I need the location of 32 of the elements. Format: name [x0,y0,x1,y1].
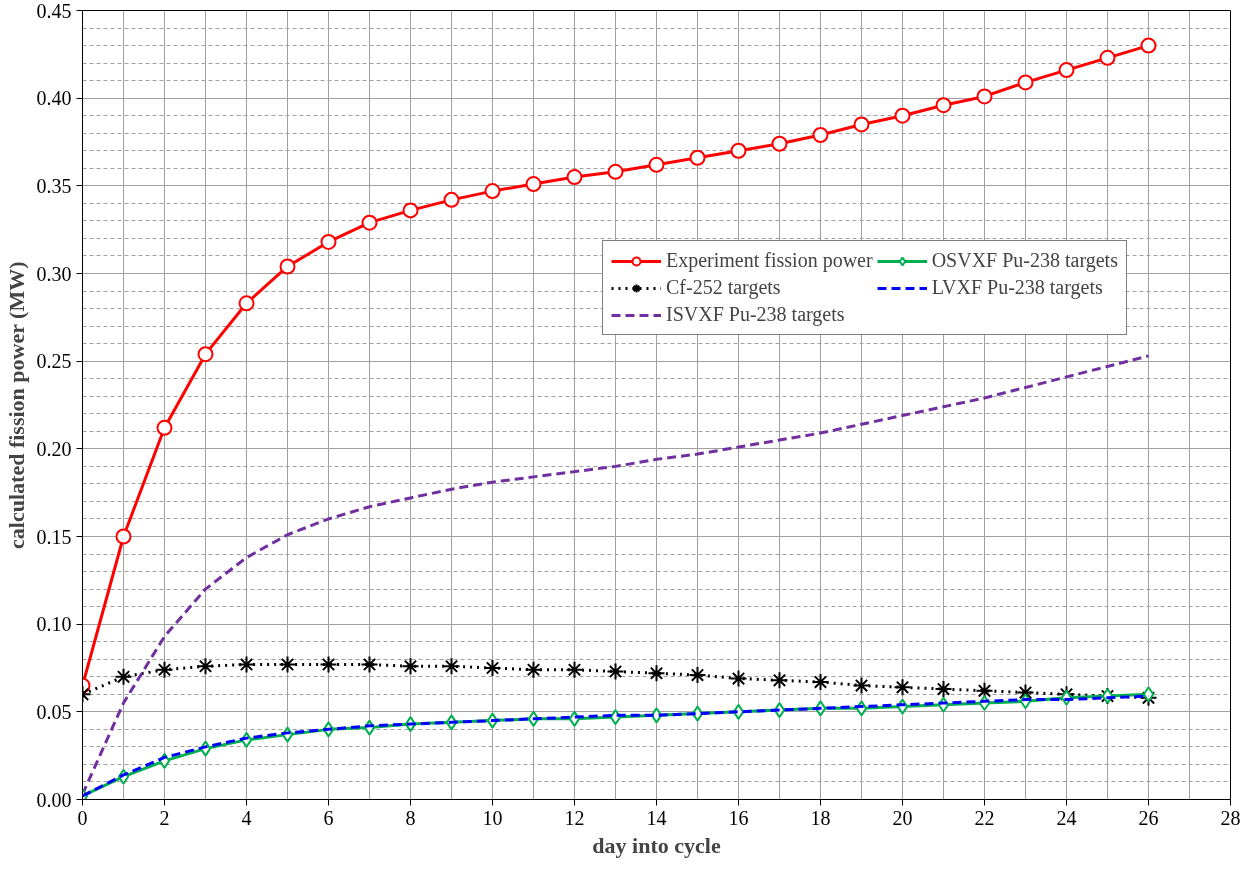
y-tick-label: 0.00 [36,788,72,811]
y-tick-label: 0.40 [36,87,72,110]
legend-label: ISVXF Pu-238 targets [666,303,845,326]
x-tick-label: 16 [728,806,749,829]
y-tick-label: 0.15 [36,525,72,548]
x-tick-label: 28 [1220,806,1241,829]
x-tick-label: 18 [810,806,831,829]
y-tick-label: 0.05 [36,700,72,723]
y-tick-label: 0.25 [36,350,72,373]
x-tick-label: 0 [77,806,88,829]
x-tick-label: 8 [405,806,416,829]
x-tick-label: 26 [1138,806,1159,829]
x-tick-label: 4 [241,806,252,829]
x-tick-label: 6 [323,806,334,829]
x-tick-label: 22 [974,806,995,829]
x-tick-label: 20 [892,806,913,829]
legend-label: Cf-252 targets [666,276,781,299]
x-tick-label: 2 [159,806,170,829]
y-tick-label: 0.35 [36,174,72,197]
legend-label: LVXF Pu-238 targets [931,276,1103,299]
x-tick-label: 10 [482,806,503,829]
y-axis-title: calculated fission power (MW) [3,261,29,549]
x-tick-label: 24 [1056,806,1077,829]
x-tick-label: 12 [564,806,585,829]
legend-label: OSVXF Pu-238 targets [931,249,1118,272]
x-axis-title: day into cycle [592,832,721,858]
y-tick-label: 0.30 [36,262,72,285]
y-tick-label: 0.20 [36,437,72,460]
y-tick-label: 0.45 [36,0,72,22]
legend-label: Experiment fission power [666,249,873,272]
x-tick-label: 14 [646,806,667,829]
y-tick-label: 0.10 [36,613,72,636]
